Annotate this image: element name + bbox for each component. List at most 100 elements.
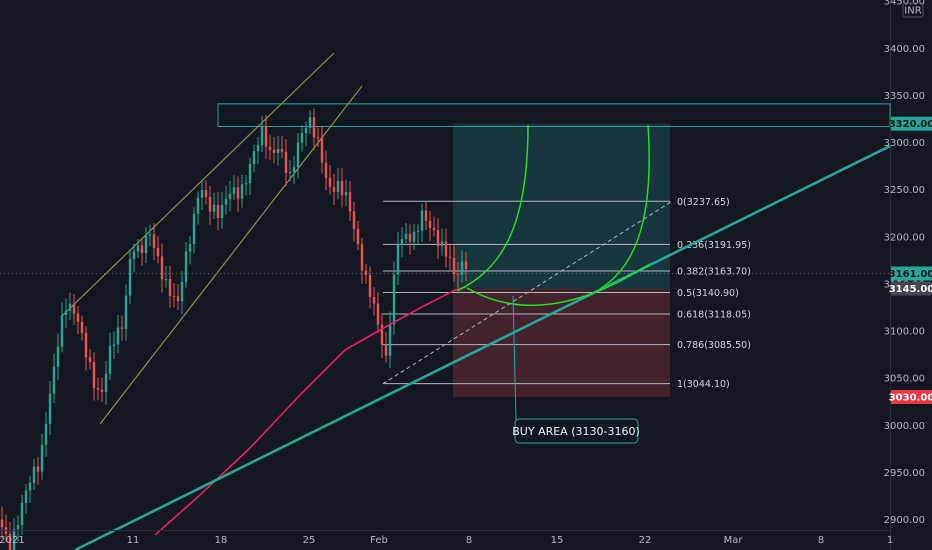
candle-body[interactable] <box>124 295 128 329</box>
candle-body[interactable] <box>128 259 132 296</box>
cup-arc[interactable] <box>466 263 651 307</box>
resistance-zone[interactable] <box>217 103 891 127</box>
candle-body[interactable] <box>280 149 284 152</box>
candle-body[interactable] <box>316 137 320 139</box>
candle-body[interactable] <box>240 184 244 199</box>
candle-body[interactable] <box>416 230 420 232</box>
candle-body[interactable] <box>196 197 200 214</box>
candle-body[interactable] <box>200 189 204 198</box>
candle-body[interactable] <box>296 142 300 168</box>
take-profit-zone[interactable] <box>453 123 670 289</box>
candle-body[interactable] <box>216 204 220 218</box>
candle-body[interactable] <box>372 297 376 304</box>
candle-body[interactable] <box>312 117 316 138</box>
candle-body[interactable] <box>96 388 100 390</box>
candle-body[interactable] <box>248 164 252 184</box>
candle-body[interactable] <box>424 210 428 221</box>
candle-body[interactable] <box>32 466 36 483</box>
candle-body[interactable] <box>404 233 408 239</box>
candle-body[interactable] <box>44 423 48 445</box>
candle-body[interactable] <box>460 261 464 275</box>
candle-body[interactable] <box>108 345 112 374</box>
candle-body[interactable] <box>208 196 212 212</box>
candle-body[interactable] <box>304 127 308 134</box>
candle-body[interactable] <box>340 180 344 196</box>
candle-body[interactable] <box>336 180 340 192</box>
candle-body[interactable] <box>180 281 184 302</box>
candle-body[interactable] <box>428 220 432 228</box>
candle-body[interactable] <box>80 321 84 333</box>
candle-body[interactable] <box>300 133 304 143</box>
candle-body[interactable] <box>348 191 352 212</box>
candle-body[interactable] <box>40 444 44 472</box>
candle-body[interactable] <box>24 490 28 503</box>
candle-body[interactable] <box>320 137 324 163</box>
candle-body[interactable] <box>440 241 444 246</box>
candle-body[interactable] <box>412 231 416 242</box>
candle-body[interactable] <box>228 193 232 199</box>
candle-body[interactable] <box>436 230 440 246</box>
candle-body[interactable] <box>204 189 208 197</box>
candle-body[interactable] <box>64 310 68 316</box>
candle-body[interactable] <box>272 149 276 154</box>
candle-body[interactable] <box>132 251 136 260</box>
candle-body[interactable] <box>352 211 356 229</box>
candle-body[interactable] <box>104 373 108 392</box>
candle-body[interactable] <box>152 234 156 248</box>
candle-body[interactable] <box>284 151 288 173</box>
candle-body[interactable] <box>244 183 248 185</box>
candle-body[interactable] <box>12 529 16 550</box>
candle-body[interactable] <box>168 279 172 296</box>
candle-body[interactable] <box>408 233 412 242</box>
candle-body[interactable] <box>192 213 196 244</box>
candle-body[interactable] <box>52 366 56 394</box>
channel-upper-line[interactable] <box>61 52 335 317</box>
candle-body[interactable] <box>60 315 64 347</box>
candle-body[interactable] <box>0 519 4 528</box>
candle-body[interactable] <box>420 210 424 231</box>
candle-body[interactable] <box>8 533 12 550</box>
candle-body[interactable] <box>384 344 388 356</box>
fibonacci-retracement[interactable]: 0(3237.65) 0.236(3191.95) 0.382(3163.70) 0.… <box>383 197 751 390</box>
candle-body[interactable] <box>28 482 32 491</box>
candle-body[interactable] <box>224 198 228 205</box>
candle-body[interactable] <box>264 125 268 147</box>
candle-body[interactable] <box>160 256 164 280</box>
stop-loss-zone[interactable] <box>453 288 670 397</box>
candle-body[interactable] <box>220 204 224 218</box>
candle-body[interactable] <box>156 247 160 257</box>
candle-body[interactable] <box>400 238 404 245</box>
candle-body[interactable] <box>452 257 456 275</box>
candle-body[interactable] <box>444 241 448 257</box>
candle-body[interactable] <box>116 327 120 345</box>
candle-body[interactable] <box>236 187 240 199</box>
support-trendline[interactable] <box>74 144 891 550</box>
candle-body[interactable] <box>288 172 292 174</box>
candle-body[interactable] <box>328 178 332 188</box>
candle-body[interactable] <box>120 327 124 329</box>
candle-body[interactable] <box>16 524 20 530</box>
candle-body[interactable] <box>212 204 216 212</box>
arc-left[interactable] <box>456 124 529 292</box>
candle-body[interactable] <box>364 270 368 275</box>
candle-body[interactable] <box>68 303 72 311</box>
candle-body[interactable] <box>72 303 76 314</box>
candle-body[interactable] <box>136 245 140 252</box>
candle-body[interactable] <box>92 362 96 389</box>
candle-body[interactable] <box>380 324 384 345</box>
candle-body[interactable] <box>376 303 380 325</box>
candle-body[interactable] <box>232 187 236 194</box>
candle-body[interactable] <box>84 332 88 358</box>
candle-body[interactable] <box>292 167 296 173</box>
candle-body[interactable] <box>20 502 24 525</box>
candle-body[interactable] <box>260 125 264 146</box>
candle-body[interactable] <box>368 274 372 298</box>
candle-body[interactable] <box>172 295 176 297</box>
candlestick-series[interactable] <box>0 108 468 550</box>
candle-body[interactable] <box>48 393 52 424</box>
candle-body[interactable] <box>140 245 144 254</box>
candle-body[interactable] <box>388 324 392 356</box>
candle-body[interactable] <box>88 357 92 363</box>
candle-body[interactable] <box>360 244 364 271</box>
